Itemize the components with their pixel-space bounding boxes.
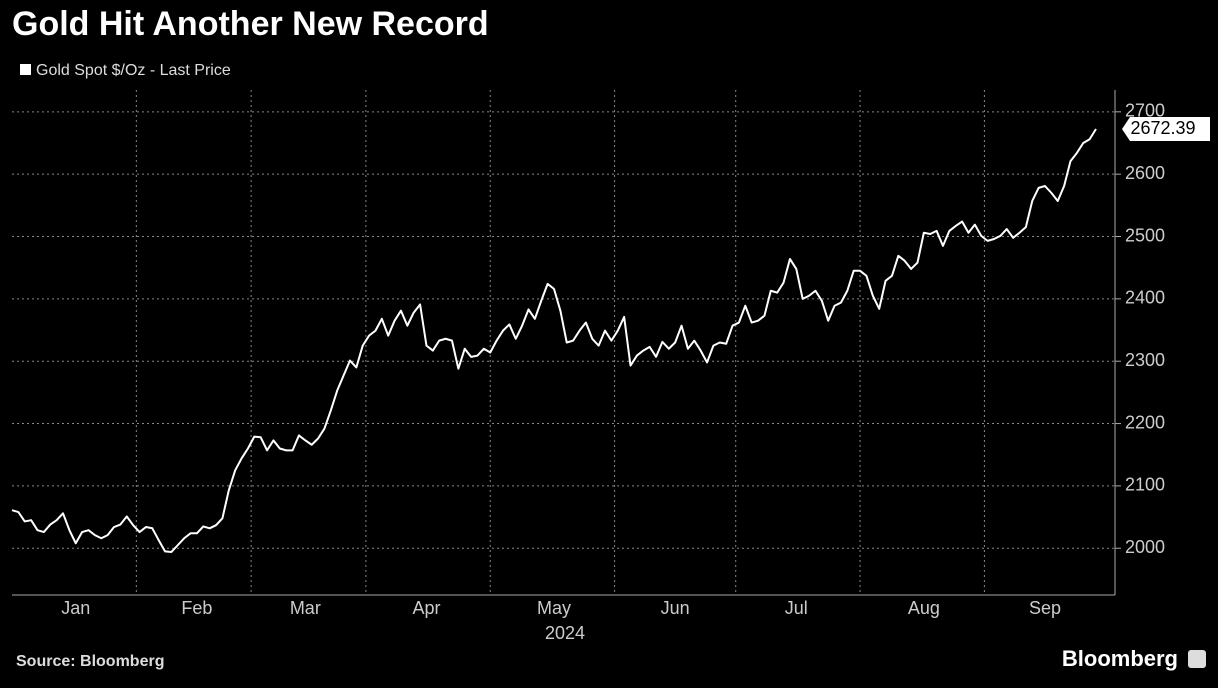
- x-tick-label: Feb: [181, 598, 212, 618]
- x-tick-label: Apr: [412, 598, 440, 618]
- chart-title: Gold Hit Another New Record: [12, 5, 489, 43]
- x-tick-label: Jun: [661, 598, 690, 618]
- y-tick-label: 2700: [1125, 101, 1165, 121]
- x-axis-label: 2024: [545, 623, 585, 643]
- brand: Bloomberg: [1062, 646, 1178, 671]
- last-value-box: [1122, 117, 1210, 142]
- y-tick-label: 2300: [1125, 350, 1165, 370]
- x-tick-label: Jan: [61, 598, 90, 618]
- x-tick-label: Aug: [908, 598, 940, 618]
- y-tick-label: 2400: [1125, 288, 1165, 308]
- y-tick-label: 2200: [1125, 412, 1165, 432]
- x-tick-label: Sep: [1029, 598, 1061, 618]
- x-tick-label: Mar: [290, 598, 321, 618]
- x-tick-label: May: [537, 598, 571, 618]
- last-value-label: 2672.39: [1130, 118, 1195, 138]
- brand-icon: [1188, 650, 1206, 668]
- y-tick-label: 2000: [1125, 537, 1165, 557]
- source: Source: Bloomberg: [16, 653, 164, 670]
- legend-swatch: [20, 64, 31, 75]
- y-tick-label: 2100: [1125, 475, 1165, 495]
- series-line: [11, 128, 1097, 553]
- y-tick-label: 2500: [1125, 225, 1165, 245]
- legend-label: Gold Spot $/Oz - Last Price: [36, 62, 231, 79]
- y-tick-label: 2600: [1125, 163, 1165, 183]
- x-tick-label: Jul: [785, 598, 808, 618]
